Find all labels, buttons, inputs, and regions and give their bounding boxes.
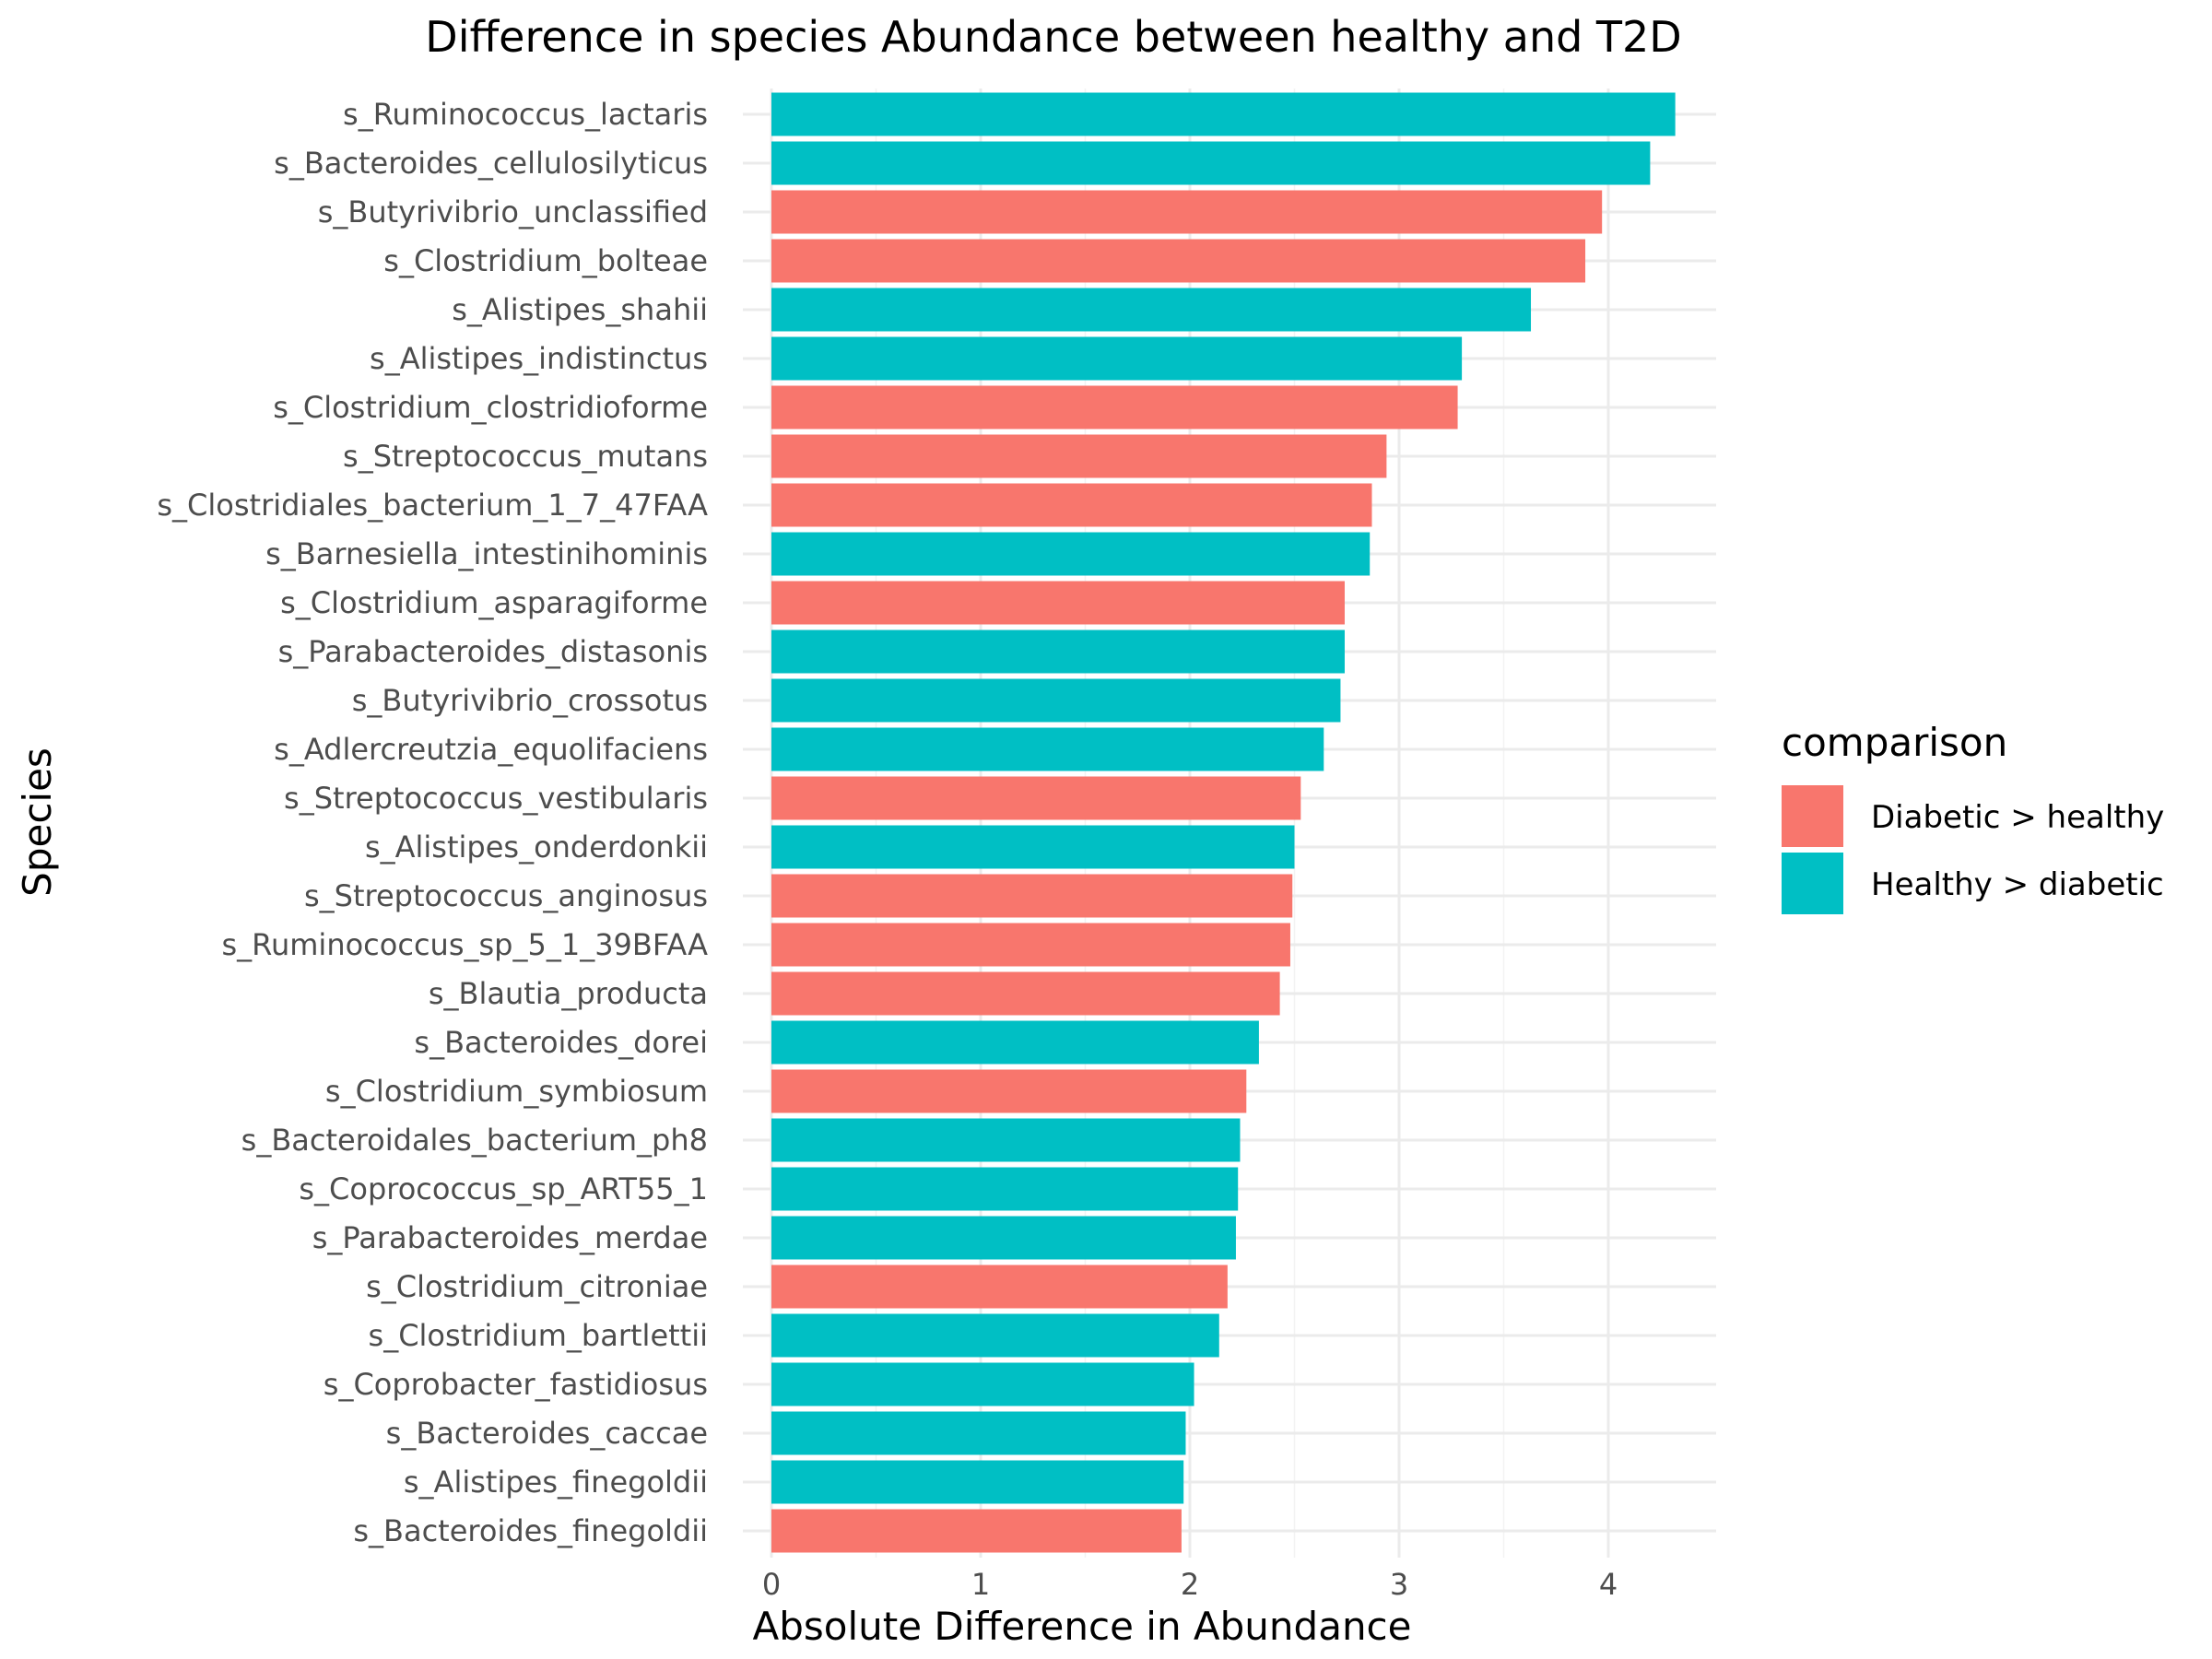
bar [771, 581, 1345, 625]
y-tick-label: s_Clostridium_symbiosum [325, 1074, 708, 1109]
y-tick-label: s_Adlercreutzia_equolifaciens [274, 732, 708, 767]
chart-title: Difference in species Abundance between … [425, 12, 1681, 62]
y-tick-label: s_Ruminococcus_lactaris [343, 97, 708, 132]
bar [771, 1265, 1228, 1309]
legend-title: comparison [1782, 720, 2007, 765]
y-tick-label: s_Alistipes_onderdonkii [365, 830, 708, 865]
bar [771, 190, 1603, 234]
bar [771, 971, 1280, 1016]
x-tick-label: 4 [1599, 1567, 1618, 1602]
bar [771, 825, 1295, 869]
y-tick-label: s_Clostridium_bartlettii [369, 1318, 708, 1353]
bar [771, 1216, 1236, 1260]
y-axis-title: Species [15, 747, 60, 897]
y-tick-label: s_Parabacteroides_distasonis [278, 634, 708, 669]
y-tick-label: s_Clostridium_bolteae [383, 243, 708, 278]
y-tick-label: s_Streptococcus_mutans [343, 439, 708, 474]
x-tick-label: 2 [1181, 1567, 1199, 1602]
y-tick-label: s_Coprobacter_fastidiosus [324, 1367, 708, 1402]
bar [771, 1411, 1186, 1455]
bar [771, 678, 1341, 723]
bar [771, 1167, 1239, 1211]
legend-swatch-healthy [1782, 853, 1843, 914]
bar [771, 239, 1586, 283]
legend-label-healthy: Healthy > diabetic [1871, 866, 2164, 903]
x-tick-label: 1 [971, 1567, 990, 1602]
y-tick-label: s_Ruminococcus_sp_5_1_39BFAA [222, 927, 709, 962]
y-tick-label: s_Bacteroides_cellulosilyticus [274, 146, 708, 181]
y-tick-label: s_Bacteroidales_bacterium_ph8 [241, 1123, 708, 1158]
y-tick-label: s_Barnesiella_intestinihominis [265, 536, 708, 571]
bar [771, 434, 1387, 478]
bar [771, 776, 1301, 820]
bar [771, 336, 1463, 381]
bars [771, 92, 1676, 1553]
x-tick-labels: 0 1 2 3 4 [762, 1567, 1618, 1602]
bar [771, 1118, 1241, 1162]
bar [771, 1020, 1259, 1065]
bar [771, 629, 1345, 674]
bar [771, 874, 1293, 918]
bar [771, 385, 1458, 429]
y-tick-label: s_Bacteroides_dorei [414, 1025, 708, 1060]
y-tick-label: s_Clostridium_asparagiforme [280, 585, 708, 620]
bar [771, 727, 1324, 771]
bar [771, 923, 1290, 967]
y-tick-label: s_Clostridium_citroniae [366, 1269, 708, 1304]
bar [771, 532, 1371, 576]
y-tick-labels: s_Ruminococcus_lactaris s_Bacteroides_cel… [157, 97, 708, 1548]
y-tick-label: s_Streptococcus_anginosus [304, 878, 708, 913]
x-tick-label: 0 [762, 1567, 781, 1602]
y-tick-label: s_Blautia_producta [429, 976, 708, 1011]
y-tick-label: s_Bacteroides_caccae [386, 1416, 708, 1451]
x-tick-label: 3 [1390, 1567, 1408, 1602]
y-tick-label: s_Coprococcus_sp_ART55_1 [299, 1171, 708, 1206]
y-tick-label: s_Butyrivibrio_crossotus [352, 683, 708, 718]
y-tick-label: s_Alistipes_indistinctus [370, 341, 708, 376]
bar [771, 141, 1651, 185]
bar [771, 1313, 1219, 1358]
bar [771, 288, 1532, 332]
legend-swatch-diabetic [1782, 785, 1843, 847]
bar [771, 92, 1676, 136]
x-axis-title: Absolute Difference in Abundance [752, 1604, 1411, 1649]
legend-label-diabetic: Diabetic > healthy [1871, 799, 2164, 836]
bar [771, 1460, 1184, 1504]
y-tick-label: s_Parabacteroides_merdae [312, 1220, 708, 1255]
legend: comparison Diabetic > healthy Healthy > … [1782, 720, 2164, 914]
bar [771, 1362, 1194, 1406]
y-tick-label: s_Clostridium_clostridioforme [273, 390, 708, 425]
bar [771, 1509, 1182, 1553]
y-tick-label: s_Bacteroides_finegoldii [353, 1513, 708, 1548]
y-tick-label: s_Streptococcus_vestibularis [284, 781, 708, 816]
y-tick-label: s_Clostridiales_bacterium_1_7_47FAA [157, 488, 708, 523]
bar [771, 1069, 1247, 1113]
bar [771, 483, 1372, 527]
y-tick-label: s_Butyrivibrio_unclassified [318, 194, 708, 229]
y-tick-label: s_Alistipes_shahii [452, 292, 708, 327]
y-tick-label: s_Alistipes_finegoldii [404, 1465, 708, 1500]
